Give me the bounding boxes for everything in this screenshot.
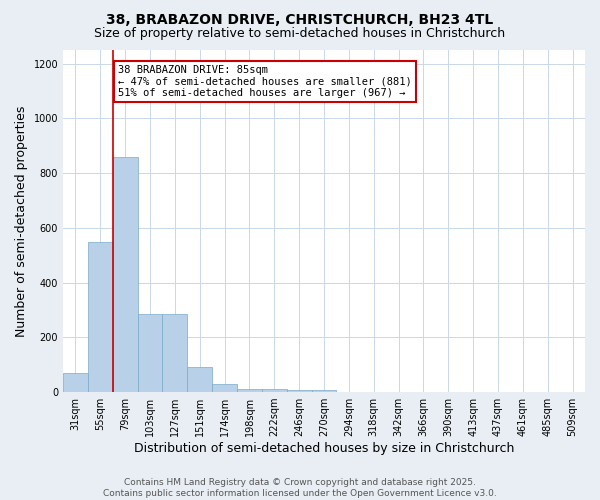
Text: 38, BRABAZON DRIVE, CHRISTCHURCH, BH23 4TL: 38, BRABAZON DRIVE, CHRISTCHURCH, BH23 4… <box>106 12 494 26</box>
Text: 38 BRABAZON DRIVE: 85sqm
← 47% of semi-detached houses are smaller (881)
51% of : 38 BRABAZON DRIVE: 85sqm ← 47% of semi-d… <box>118 65 412 98</box>
Bar <box>88 242 113 392</box>
Bar <box>137 314 163 392</box>
Text: Contains HM Land Registry data © Crown copyright and database right 2025.
Contai: Contains HM Land Registry data © Crown c… <box>103 478 497 498</box>
Bar <box>113 156 137 392</box>
Text: Size of property relative to semi-detached houses in Christchurch: Size of property relative to semi-detach… <box>94 28 506 40</box>
Bar <box>187 368 212 392</box>
X-axis label: Distribution of semi-detached houses by size in Christchurch: Distribution of semi-detached houses by … <box>134 442 514 455</box>
Bar <box>287 390 311 392</box>
Bar <box>311 390 337 392</box>
Bar <box>237 389 262 392</box>
Bar <box>63 373 88 392</box>
Y-axis label: Number of semi-detached properties: Number of semi-detached properties <box>15 106 28 336</box>
Bar <box>212 384 237 392</box>
Bar <box>262 389 287 392</box>
Bar <box>163 314 187 392</box>
